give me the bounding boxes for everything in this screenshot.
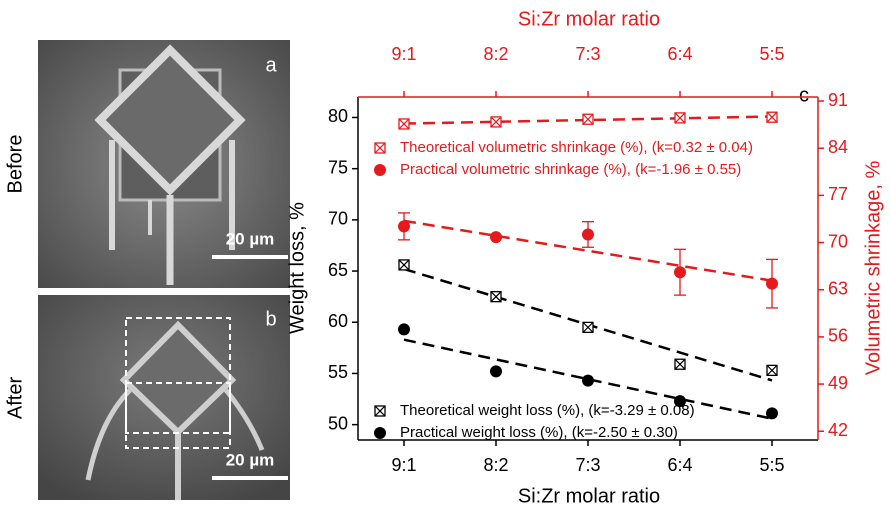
- marker-dot: [766, 277, 778, 290]
- y2-tick-label: 56: [828, 326, 848, 346]
- circle-point: [582, 228, 594, 241]
- trend-line: [403, 219, 773, 282]
- marker-dot: [674, 395, 686, 408]
- trend-line: [403, 338, 773, 420]
- marker-cross: [674, 112, 686, 124]
- legend-label: Theoretical volumetric shrinkage (%), (k…: [400, 139, 753, 156]
- square-point: [766, 111, 778, 123]
- square-point: [398, 259, 410, 271]
- circle-point: [674, 266, 686, 279]
- scale-label: 20 µm: [226, 229, 275, 248]
- top-tick-label: 5:5: [759, 44, 784, 64]
- square-point: [398, 118, 410, 130]
- x-tick-label: 7:3: [575, 455, 600, 475]
- marker-dot: [374, 427, 386, 439]
- cube-structure: [94, 44, 246, 285]
- circle-point: [674, 395, 686, 408]
- square-point: [490, 116, 502, 128]
- y-tick-label: 80: [328, 106, 348, 126]
- top-tick-label: 8:2: [483, 44, 508, 64]
- panel-label: b: [265, 308, 276, 330]
- marker-cross: [766, 364, 778, 376]
- top-tick-label: 7:3: [575, 44, 600, 64]
- panel-label: a: [265, 54, 277, 76]
- y-tick-label: 70: [328, 209, 348, 229]
- circle-point: [490, 231, 502, 244]
- marker-dot: [398, 323, 410, 336]
- marker-cross: [490, 291, 502, 303]
- x-tick-label: 8:2: [483, 455, 508, 475]
- y2-tick-label: 70: [828, 231, 848, 251]
- marker-cross: [374, 142, 386, 154]
- panel-caption: After: [4, 377, 26, 420]
- top-tick-label: 9:1: [391, 44, 416, 64]
- y2-tick-label: 63: [828, 278, 848, 298]
- marker-dot: [490, 365, 502, 378]
- square-point: [490, 291, 502, 303]
- y-tick-label: 60: [328, 311, 348, 331]
- marker-cross: [490, 116, 502, 128]
- y2-tick-label: 42: [828, 420, 848, 440]
- marker-dot: [374, 164, 386, 176]
- marker-cross: [674, 358, 686, 370]
- square-point: [374, 142, 386, 154]
- marker-cross: [374, 405, 386, 417]
- y-axis-title: Weight loss, %: [286, 202, 308, 334]
- marker-dot: [582, 374, 594, 387]
- square-point: [582, 321, 594, 334]
- scale-bar: [212, 255, 288, 259]
- marker-dot: [490, 231, 502, 244]
- x-tick-label: 6:4: [667, 455, 692, 475]
- square-point: [674, 112, 686, 124]
- marker-dot: [582, 228, 594, 241]
- legend-label: Theoretical weight loss (%), (k=-3.29 ± …: [400, 402, 695, 419]
- circle-point: [490, 365, 502, 378]
- panel-label: c: [799, 84, 809, 106]
- circle-point: [398, 323, 410, 336]
- y-tick-label: 50: [328, 413, 348, 433]
- circle-point: [374, 164, 386, 176]
- y-tick-label: 65: [328, 260, 348, 280]
- marker-cross: [582, 113, 594, 125]
- circle-point: [582, 374, 594, 387]
- circle-point: [766, 277, 778, 290]
- circle-point: [398, 220, 410, 233]
- square-point: [374, 405, 386, 417]
- circle-point: [766, 407, 778, 420]
- x-tick-label: 9:1: [391, 455, 416, 475]
- dashed-box: [125, 382, 231, 449]
- marker-cross: [582, 321, 594, 333]
- top-axis-title: Si:Zr molar ratio: [518, 8, 660, 30]
- x-tick-label: 5:5: [759, 455, 784, 475]
- dashed-box: [125, 317, 231, 434]
- marker-dot: [398, 220, 410, 233]
- y2-tick-label: 84: [828, 137, 848, 157]
- trend-line: [403, 115, 773, 125]
- marker-dot: [766, 407, 778, 420]
- panel-caption: Before: [4, 135, 26, 194]
- marker-cross: [398, 118, 410, 130]
- marker-dot: [674, 266, 686, 279]
- marker-cross: [766, 111, 778, 123]
- legend-label: Practical volumetric shrinkage (%), (k=-…: [400, 161, 741, 178]
- y2-tick-label: 49: [828, 373, 848, 393]
- top-tick-label: 6:4: [667, 44, 692, 64]
- legend-label: Practical weight loss (%), (k=-2.50 ± 0.…: [400, 424, 678, 441]
- y-tick-label: 75: [328, 157, 348, 177]
- square-point: [582, 113, 594, 125]
- square-point: [766, 364, 778, 377]
- y2-tick-label: 91: [828, 90, 848, 110]
- y-tick-label: 55: [328, 362, 348, 382]
- scale-label: 20 µm: [226, 450, 275, 469]
- scale-bar: [212, 476, 288, 480]
- y2-tick-label: 77: [828, 184, 848, 204]
- square-point: [674, 358, 686, 370]
- circle-point: [374, 427, 386, 439]
- marker-cross: [398, 259, 410, 271]
- y2-axis-title: Volumetric shrinkage, %: [862, 161, 884, 376]
- x-axis-title: Si:Zr molar ratio: [518, 485, 660, 507]
